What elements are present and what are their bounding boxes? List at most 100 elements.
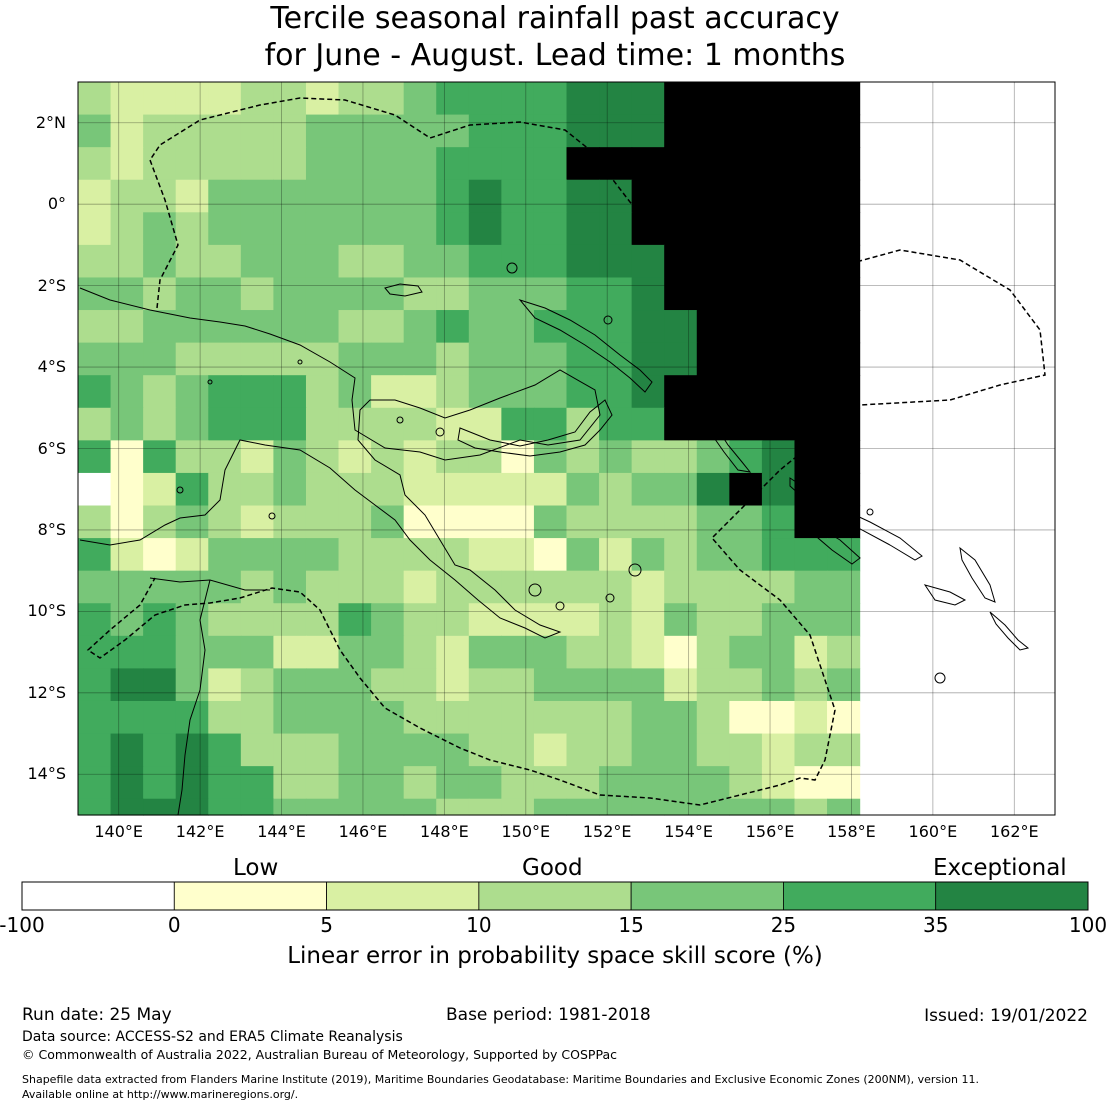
colorbar-segment xyxy=(326,881,480,911)
skill-cell xyxy=(761,310,796,344)
skill-cell xyxy=(696,179,730,213)
skill-cell xyxy=(566,538,600,572)
skill-cell xyxy=(501,212,535,246)
skill-cell xyxy=(468,472,502,507)
skill-cell xyxy=(240,179,274,213)
skill-cell xyxy=(729,668,763,702)
skill-cell xyxy=(208,505,242,539)
skill-cell xyxy=(631,147,665,181)
skill-cell xyxy=(338,440,372,474)
skill-cell xyxy=(403,538,437,572)
skill-cell xyxy=(533,407,568,441)
skill-cell xyxy=(664,114,698,148)
skill-cell xyxy=(78,179,112,213)
island xyxy=(605,593,615,603)
skill-cell xyxy=(175,766,209,800)
longitude-label: 150°E xyxy=(501,822,551,841)
skill-cell xyxy=(533,472,568,507)
skill-cell xyxy=(143,310,177,344)
skill-cell xyxy=(599,440,633,474)
skill-cell xyxy=(436,700,470,735)
skill-cell xyxy=(240,82,274,116)
skill-cell xyxy=(729,82,763,116)
skill-cell xyxy=(403,472,437,507)
skill-cell xyxy=(566,244,600,279)
skill-cell xyxy=(533,277,568,311)
skill-cell xyxy=(436,798,470,816)
skill-cell xyxy=(696,440,730,474)
skill-cell xyxy=(175,277,209,311)
skill-cell xyxy=(273,798,307,816)
latitude-label: 10°S xyxy=(27,601,66,621)
skill-cell xyxy=(794,668,828,702)
skill-cell xyxy=(273,700,307,735)
skill-cell xyxy=(827,310,861,344)
maritime-boundary xyxy=(86,97,1046,806)
skill-cell xyxy=(240,147,274,181)
skill-cell xyxy=(761,733,796,767)
skill-cell xyxy=(175,700,209,735)
skill-cell xyxy=(273,244,307,279)
skill-cell xyxy=(696,505,730,539)
skill-cell xyxy=(371,179,405,213)
colorbar-segment xyxy=(21,881,175,911)
island xyxy=(176,486,184,494)
skill-cell xyxy=(305,212,340,246)
skill-cell xyxy=(827,179,861,213)
manus-coast xyxy=(384,283,423,297)
skill-cell xyxy=(175,570,209,604)
skill-cell xyxy=(143,342,177,376)
skill-cell xyxy=(827,603,861,637)
solomons-coast-2 xyxy=(839,507,923,561)
title-line-2: for June - August. Lead time: 1 months xyxy=(264,38,846,73)
skill-cell xyxy=(566,700,600,735)
colorbar-segment xyxy=(630,881,784,911)
skill-cell xyxy=(729,310,763,344)
skill-cell xyxy=(696,147,730,181)
skill-cell xyxy=(664,310,698,344)
skill-cell xyxy=(240,407,274,441)
skill-cell xyxy=(110,635,144,669)
skill-cell xyxy=(761,212,796,246)
skill-cell xyxy=(631,766,665,800)
skill-cell xyxy=(664,212,698,246)
skill-cell xyxy=(566,277,600,311)
skill-cell xyxy=(794,179,828,213)
skill-cell xyxy=(371,277,405,311)
skill-cell xyxy=(827,375,861,409)
skill-cell xyxy=(208,114,242,148)
island xyxy=(396,416,404,424)
skill-cell xyxy=(631,635,665,669)
skill-cell xyxy=(501,114,535,148)
skill-cell xyxy=(305,570,340,604)
skill-cell xyxy=(566,570,600,604)
skill-cell xyxy=(305,635,340,669)
skill-cell xyxy=(794,114,828,148)
colorbar-tick-label: 10 xyxy=(466,913,492,937)
skill-cell xyxy=(664,472,698,507)
skill-cell xyxy=(273,147,307,181)
skill-cell xyxy=(338,700,372,735)
skill-cell xyxy=(599,342,633,376)
skill-cell xyxy=(175,440,209,474)
skill-cell xyxy=(827,440,861,474)
skill-cell xyxy=(827,766,861,800)
skill-cell xyxy=(761,277,796,311)
copyright: © Commonwealth of Australia 2022, Austra… xyxy=(22,1047,617,1062)
skill-cell xyxy=(696,82,730,116)
skill-cell xyxy=(110,342,144,376)
skill-cell xyxy=(794,798,828,816)
skill-cell xyxy=(468,179,502,213)
skill-cell xyxy=(371,310,405,344)
skill-cell xyxy=(501,82,535,116)
skill-cell xyxy=(501,733,535,767)
skill-cell xyxy=(566,733,600,767)
skill-cell xyxy=(794,700,828,735)
skill-cell xyxy=(501,798,535,816)
skill-cell xyxy=(110,472,144,507)
skill-cell xyxy=(371,700,405,735)
skill-cell xyxy=(631,700,665,735)
skill-cell xyxy=(664,570,698,604)
skill-cell xyxy=(338,733,372,767)
island xyxy=(207,379,213,385)
